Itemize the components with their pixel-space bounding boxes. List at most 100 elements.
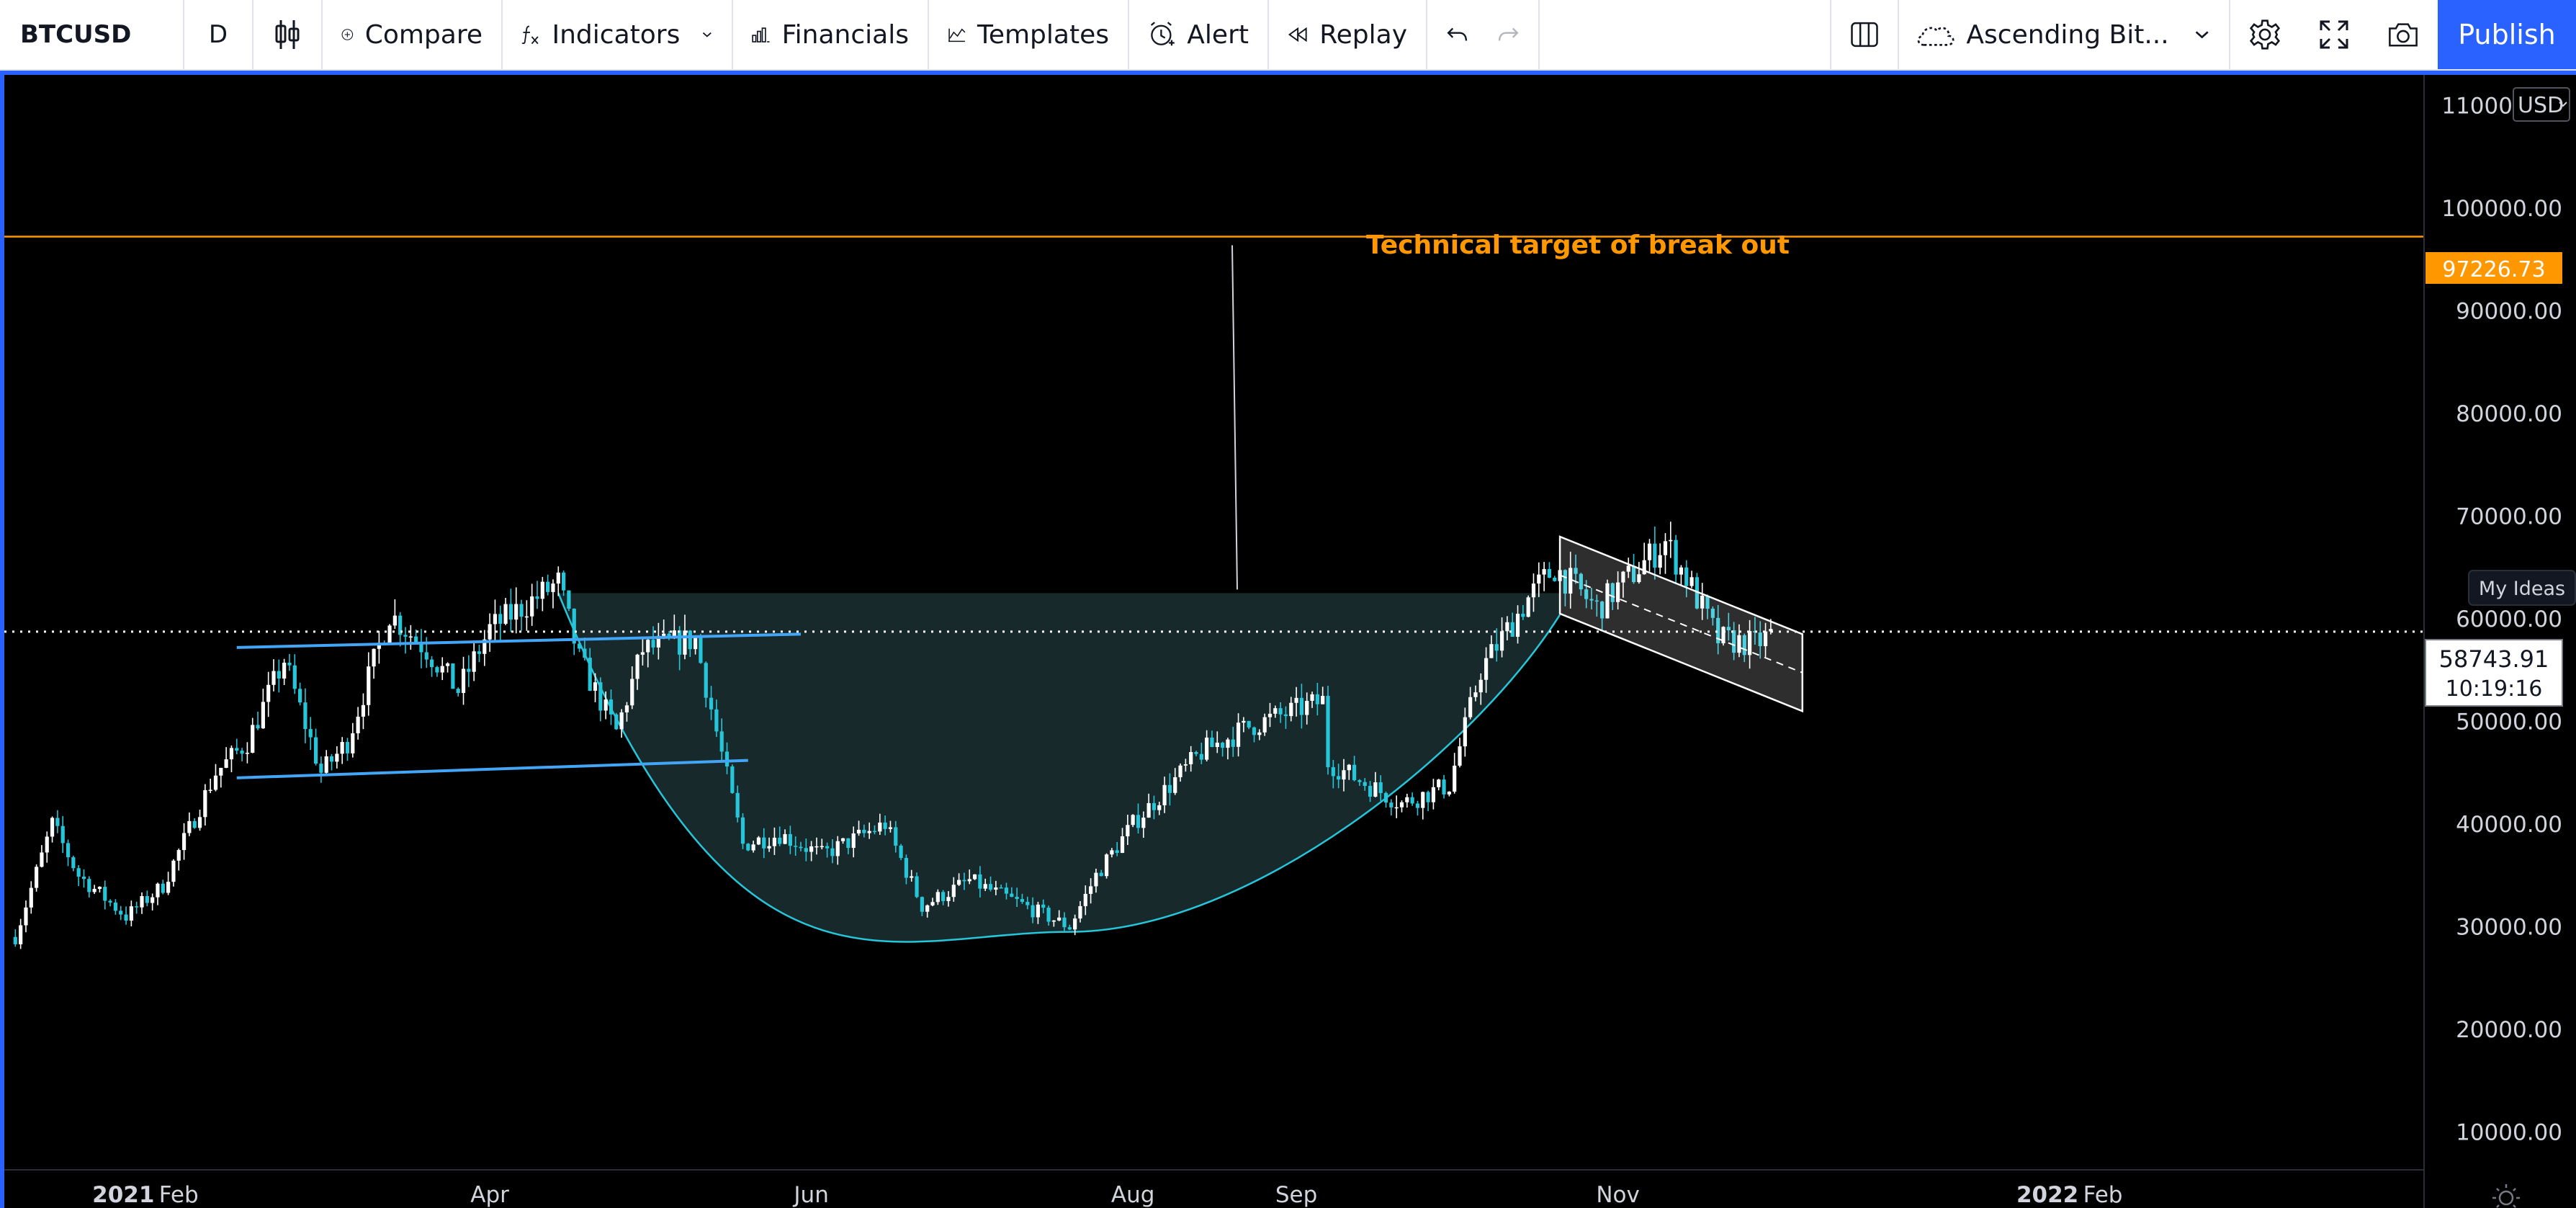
candle-up xyxy=(1663,541,1668,555)
currency-button[interactable] xyxy=(2513,87,2570,122)
candle-down xyxy=(562,572,566,591)
candle-up xyxy=(208,789,212,791)
candle-up xyxy=(624,705,629,712)
interval-button[interactable]: D xyxy=(184,0,253,69)
chevron-down-icon xyxy=(2559,102,2567,107)
settings-button[interactable] xyxy=(2230,0,2299,69)
candle-down xyxy=(941,892,946,901)
candle-up xyxy=(530,596,534,617)
candle-down xyxy=(894,827,898,846)
candle-down xyxy=(1753,631,1757,633)
candle-up xyxy=(166,882,171,893)
plus-circle-icon xyxy=(341,29,354,40)
candle-up xyxy=(493,614,498,625)
chevron-down-icon xyxy=(2195,31,2209,39)
candle-down xyxy=(1015,897,1019,900)
alert-button[interactable]: Alert xyxy=(1129,0,1269,69)
candle-up xyxy=(619,712,624,730)
candle-down xyxy=(1521,614,1525,617)
compare-button[interactable]: Compare xyxy=(323,0,503,69)
candle-up xyxy=(488,624,492,640)
layout-name-button[interactable]: Ascending Bit... xyxy=(1899,0,2230,69)
undo-icon[interactable] xyxy=(1446,24,1468,45)
candle-up xyxy=(1478,679,1483,693)
toolbar-spacer xyxy=(1540,0,1830,69)
price-tick-label: 30000.00 xyxy=(2456,915,2562,941)
templates-button[interactable]: Templates xyxy=(929,0,1129,69)
candle-up xyxy=(851,833,856,849)
time-axis[interactable]: 2021 Feb Apr Jun Aug Sep Nov 2022 Feb xyxy=(4,1169,2424,1208)
publish-button[interactable]: Publish xyxy=(2438,0,2576,69)
candle-up xyxy=(640,652,645,655)
time-tick-label: Feb xyxy=(2083,1182,2123,1208)
candle-up xyxy=(1078,905,1082,919)
candle-down xyxy=(1547,568,1552,578)
chart-pane[interactable]: 110000.00 100000.00 90000.00 80000.00 70000.… xyxy=(0,71,2576,1208)
layout-select-button[interactable] xyxy=(1830,0,1899,69)
chevron-down-icon[interactable] xyxy=(701,28,713,41)
symbol-search[interactable]: BTCUSD xyxy=(0,0,184,69)
fullscreen-button[interactable] xyxy=(2299,0,2369,69)
candle-up xyxy=(1421,792,1425,808)
candle-up xyxy=(656,635,660,648)
cup-curve xyxy=(557,592,1561,943)
candle-down xyxy=(1742,635,1746,656)
candle-up xyxy=(1131,815,1135,826)
candle-up xyxy=(324,756,328,773)
candle-up xyxy=(203,789,207,818)
my-ideas-button[interactable] xyxy=(2468,570,2576,606)
candle-up xyxy=(1205,737,1209,760)
candle-up xyxy=(1226,739,1230,748)
candle-up xyxy=(1526,597,1530,617)
candle-up xyxy=(1057,917,1062,921)
columns-layout-icon xyxy=(1851,22,1878,48)
candle-down xyxy=(1494,644,1499,651)
candle-up xyxy=(603,699,608,711)
snapshot-button[interactable] xyxy=(2369,0,2438,69)
candle-up xyxy=(1468,697,1473,717)
candle-down xyxy=(862,829,866,833)
candle-up xyxy=(440,666,444,673)
candle-down xyxy=(1368,786,1373,797)
candle-down xyxy=(76,868,81,877)
sun-icon[interactable] xyxy=(2492,1184,2520,1208)
candle-up xyxy=(556,572,560,584)
financials-button[interactable]: Financials xyxy=(733,0,929,69)
candle-up xyxy=(930,902,935,905)
candle-up xyxy=(946,897,951,901)
candle-down xyxy=(598,682,603,711)
indicators-button[interactable]: Indicators xyxy=(503,0,733,69)
cup-pattern[interactable] xyxy=(557,245,1561,943)
current-price-tag-bg xyxy=(2425,639,2563,707)
candle-up xyxy=(972,874,977,880)
compare-label: Compare xyxy=(364,19,483,50)
candle-down xyxy=(319,764,323,773)
candle-up xyxy=(772,837,776,846)
replay-button[interactable]: Replay xyxy=(1269,0,1427,69)
candle-up xyxy=(97,887,102,890)
candle-up xyxy=(29,887,33,908)
candle-down xyxy=(714,709,719,732)
candle-down xyxy=(55,818,60,826)
drawings[interactable] xyxy=(4,236,2424,779)
candle-down xyxy=(1579,573,1583,590)
candle-down xyxy=(403,635,408,637)
candle-up xyxy=(24,907,28,926)
candle-down xyxy=(719,731,724,752)
top-toolbar: BTCUSD D Compare Indicators Financials xyxy=(0,0,2576,71)
chart-canvas[interactable]: 110000.00100000.0090000.0080000.0070000.… xyxy=(4,75,2576,1208)
redo-icon[interactable] xyxy=(1497,24,1520,45)
candle-down xyxy=(1389,802,1394,807)
layout-name-label: Ascending Bit... xyxy=(1966,19,2169,50)
target-annotation[interactable]: Technical target of break out xyxy=(1366,231,1790,260)
candle-up xyxy=(593,682,598,691)
candle-up xyxy=(377,643,381,649)
candle-up xyxy=(910,876,914,878)
candle-up xyxy=(1141,818,1146,828)
candle-up xyxy=(224,759,228,768)
interval-label: D xyxy=(208,20,228,49)
chart-type-button[interactable] xyxy=(253,0,323,69)
candle-up xyxy=(1305,700,1309,715)
candle-down xyxy=(124,914,128,921)
candle-up xyxy=(19,925,23,944)
